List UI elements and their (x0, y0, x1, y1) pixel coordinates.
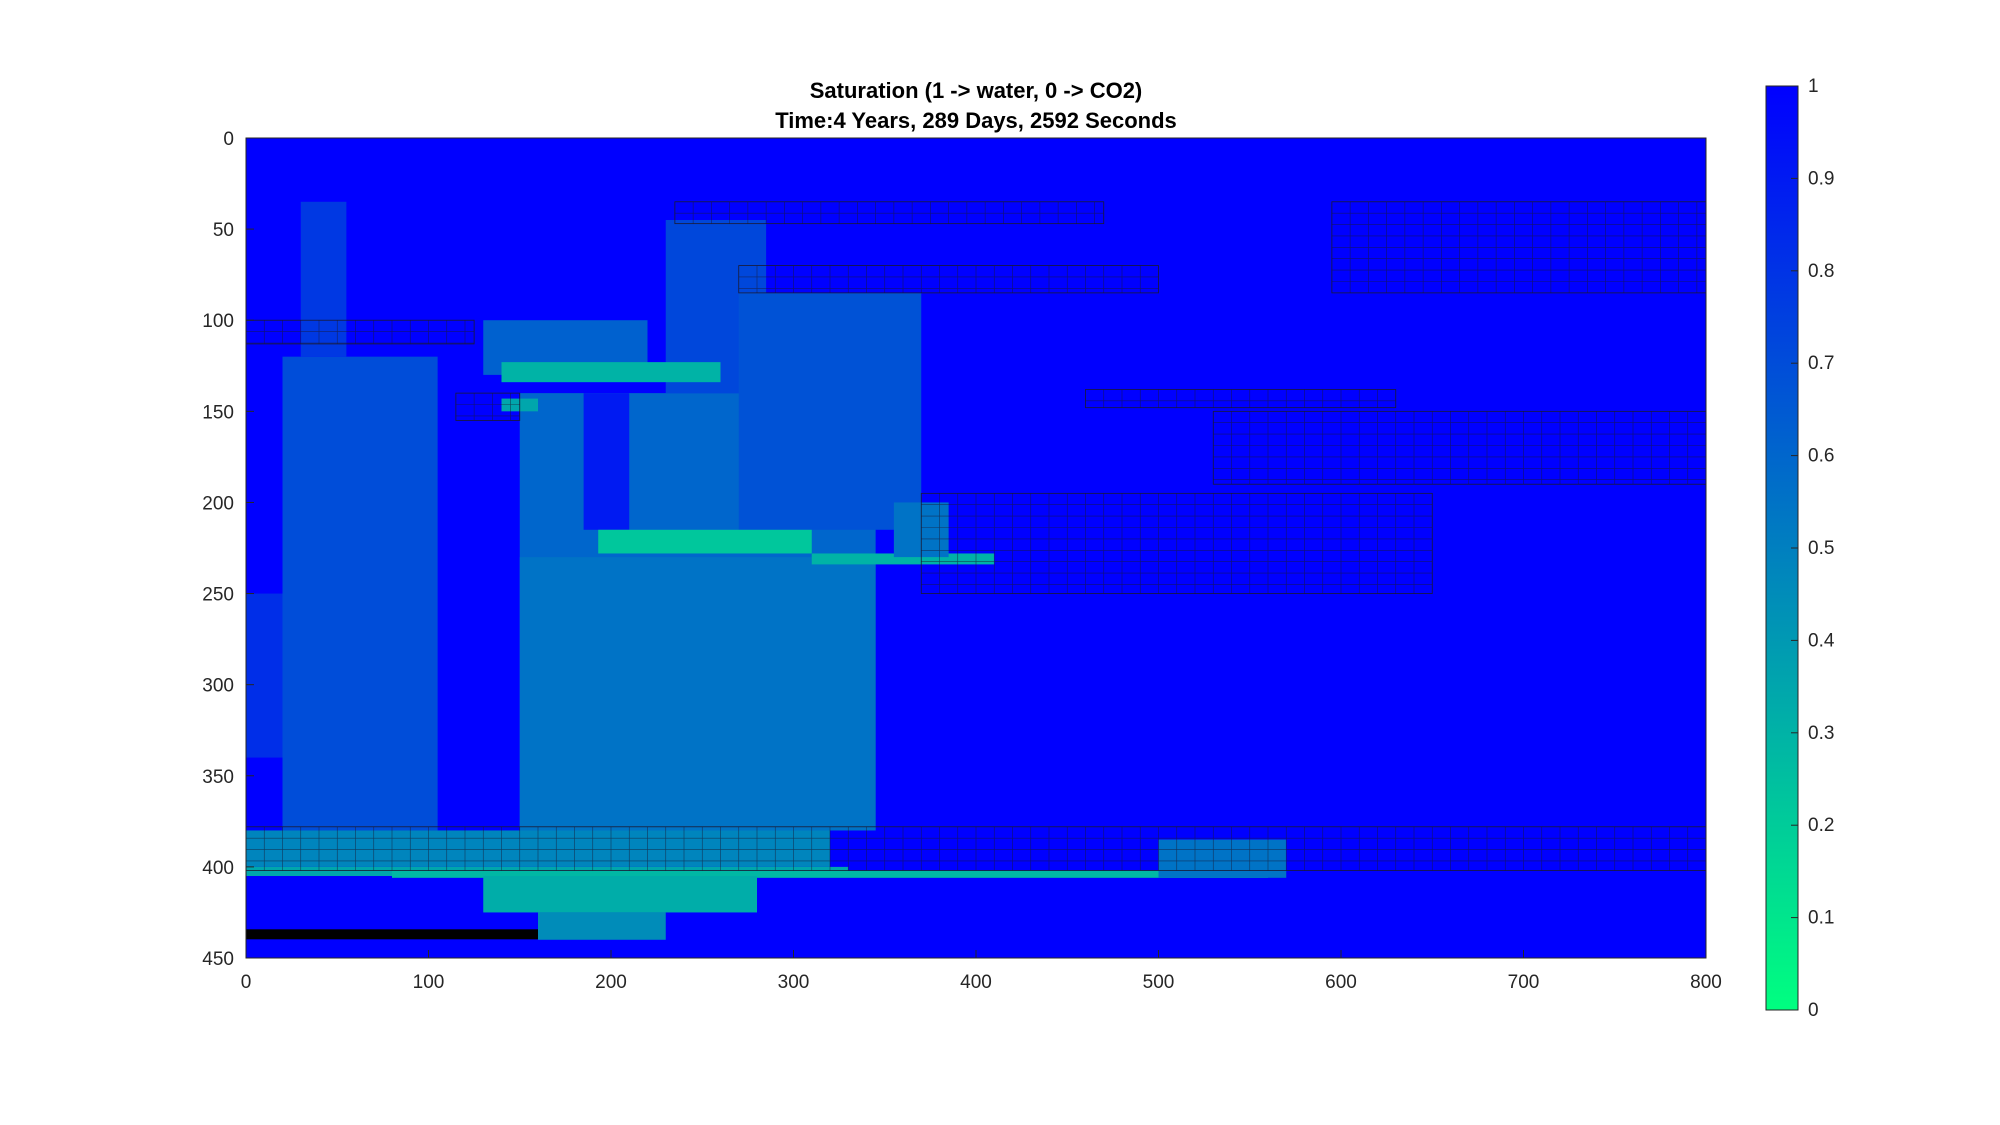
y-tick-label: 400 (202, 858, 234, 879)
saturation-region (519, 557, 876, 831)
y-tick-label: 50 (213, 220, 234, 241)
colorbar-tick-label: 0.9 (1808, 168, 1834, 189)
x-tick-label: 100 (413, 972, 445, 993)
layer-grid (1213, 411, 1706, 485)
y-tick-label: 350 (202, 767, 234, 788)
layer-outline (674, 201, 1105, 225)
chart-subtitle: Time:4 Years, 289 Days, 2592 Seconds (775, 108, 1177, 133)
colorbar: 0 0.1 0.2 0.3 0.4 0.5 0.6 0.7 0.8 0.9 1 (1765, 76, 1835, 1021)
saturation-region (246, 593, 283, 758)
layer-outline (1212, 410, 1706, 485)
y-tick-label: 200 (202, 493, 234, 514)
layer-outline (738, 265, 1159, 294)
x-tick-label: 500 (1143, 972, 1175, 993)
colorbar-tick-label: 0.8 (1808, 261, 1834, 282)
colorbar-tick-label: 0.4 (1808, 630, 1835, 651)
x-tick-label: 400 (960, 972, 992, 993)
y-tick-label: 150 (202, 402, 234, 423)
y-axis: 0 50 100 150 200 250 300 350 400 450 (202, 129, 254, 970)
x-tick-label: 300 (778, 972, 810, 993)
colorbar-tick-label: 0.2 (1808, 815, 1834, 836)
y-tick-label: 450 (202, 949, 234, 970)
saturation-region (1158, 839, 1287, 878)
x-tick-label: 200 (595, 972, 627, 993)
colorbar-tick-label: 1 (1808, 76, 1819, 97)
layer-outline (246, 319, 475, 345)
low-permeability-layer (1212, 410, 1706, 485)
layer-grid (1085, 389, 1396, 408)
saturation-region (483, 876, 757, 913)
saturation-region (811, 553, 995, 565)
low-permeability-layer (455, 392, 521, 421)
layer-grid (246, 320, 475, 344)
saturation-region (738, 292, 922, 530)
y-tick-label: 250 (202, 585, 234, 606)
x-tick-label: 0 (241, 972, 252, 993)
saturation-region (538, 912, 666, 940)
colorbar-tick-label: 0.3 (1808, 723, 1834, 744)
layer-grid (246, 826, 1706, 871)
layer-grid (921, 493, 1433, 594)
low-permeability-layer (246, 319, 475, 345)
injection-well (246, 929, 538, 940)
x-tick-label: 700 (1508, 972, 1540, 993)
saturation-region (501, 362, 721, 383)
layer-grid (674, 201, 1104, 224)
colorbar-tick-label: 0.1 (1808, 908, 1834, 929)
low-permeability-layer (1331, 201, 1706, 294)
colorbar-tick-label: 0.7 (1808, 353, 1834, 374)
saturation-region (392, 870, 1268, 878)
saturation-region (583, 393, 630, 530)
axes-frame (245, 137, 1707, 959)
y-tick-label: 0 (223, 129, 234, 150)
layer-grid (455, 393, 520, 421)
layer-outline (1085, 389, 1397, 409)
layer-grid (738, 265, 1159, 293)
layer-grid (1331, 201, 1706, 293)
low-permeability-layer (920, 492, 1433, 594)
layer-outline (455, 392, 521, 421)
x-tick-label: 600 (1325, 972, 1357, 993)
low-permeability-layer (674, 201, 1105, 225)
saturation-region (282, 356, 438, 831)
saturation-region (300, 201, 347, 357)
x-tick-label: 800 (1690, 972, 1722, 993)
y-tick-label: 100 (202, 311, 234, 332)
colorbar-tick-label: 0 (1808, 1000, 1819, 1021)
y-tick-label: 300 (202, 676, 234, 697)
x-axis: 0 100 200 300 400 500 600 700 800 (241, 950, 1722, 993)
low-permeability-layer (1085, 389, 1397, 409)
saturation-region (598, 529, 812, 554)
plot-area (246, 138, 1706, 958)
colorbar-tick-label: 0.6 (1808, 446, 1834, 467)
chart-title: Saturation (1 -> water, 0 -> CO2) (810, 78, 1143, 103)
low-permeability-layer (738, 265, 1159, 294)
colorbar-tick-label: 0.5 (1808, 538, 1834, 559)
low-permeability-layer (246, 826, 1706, 871)
